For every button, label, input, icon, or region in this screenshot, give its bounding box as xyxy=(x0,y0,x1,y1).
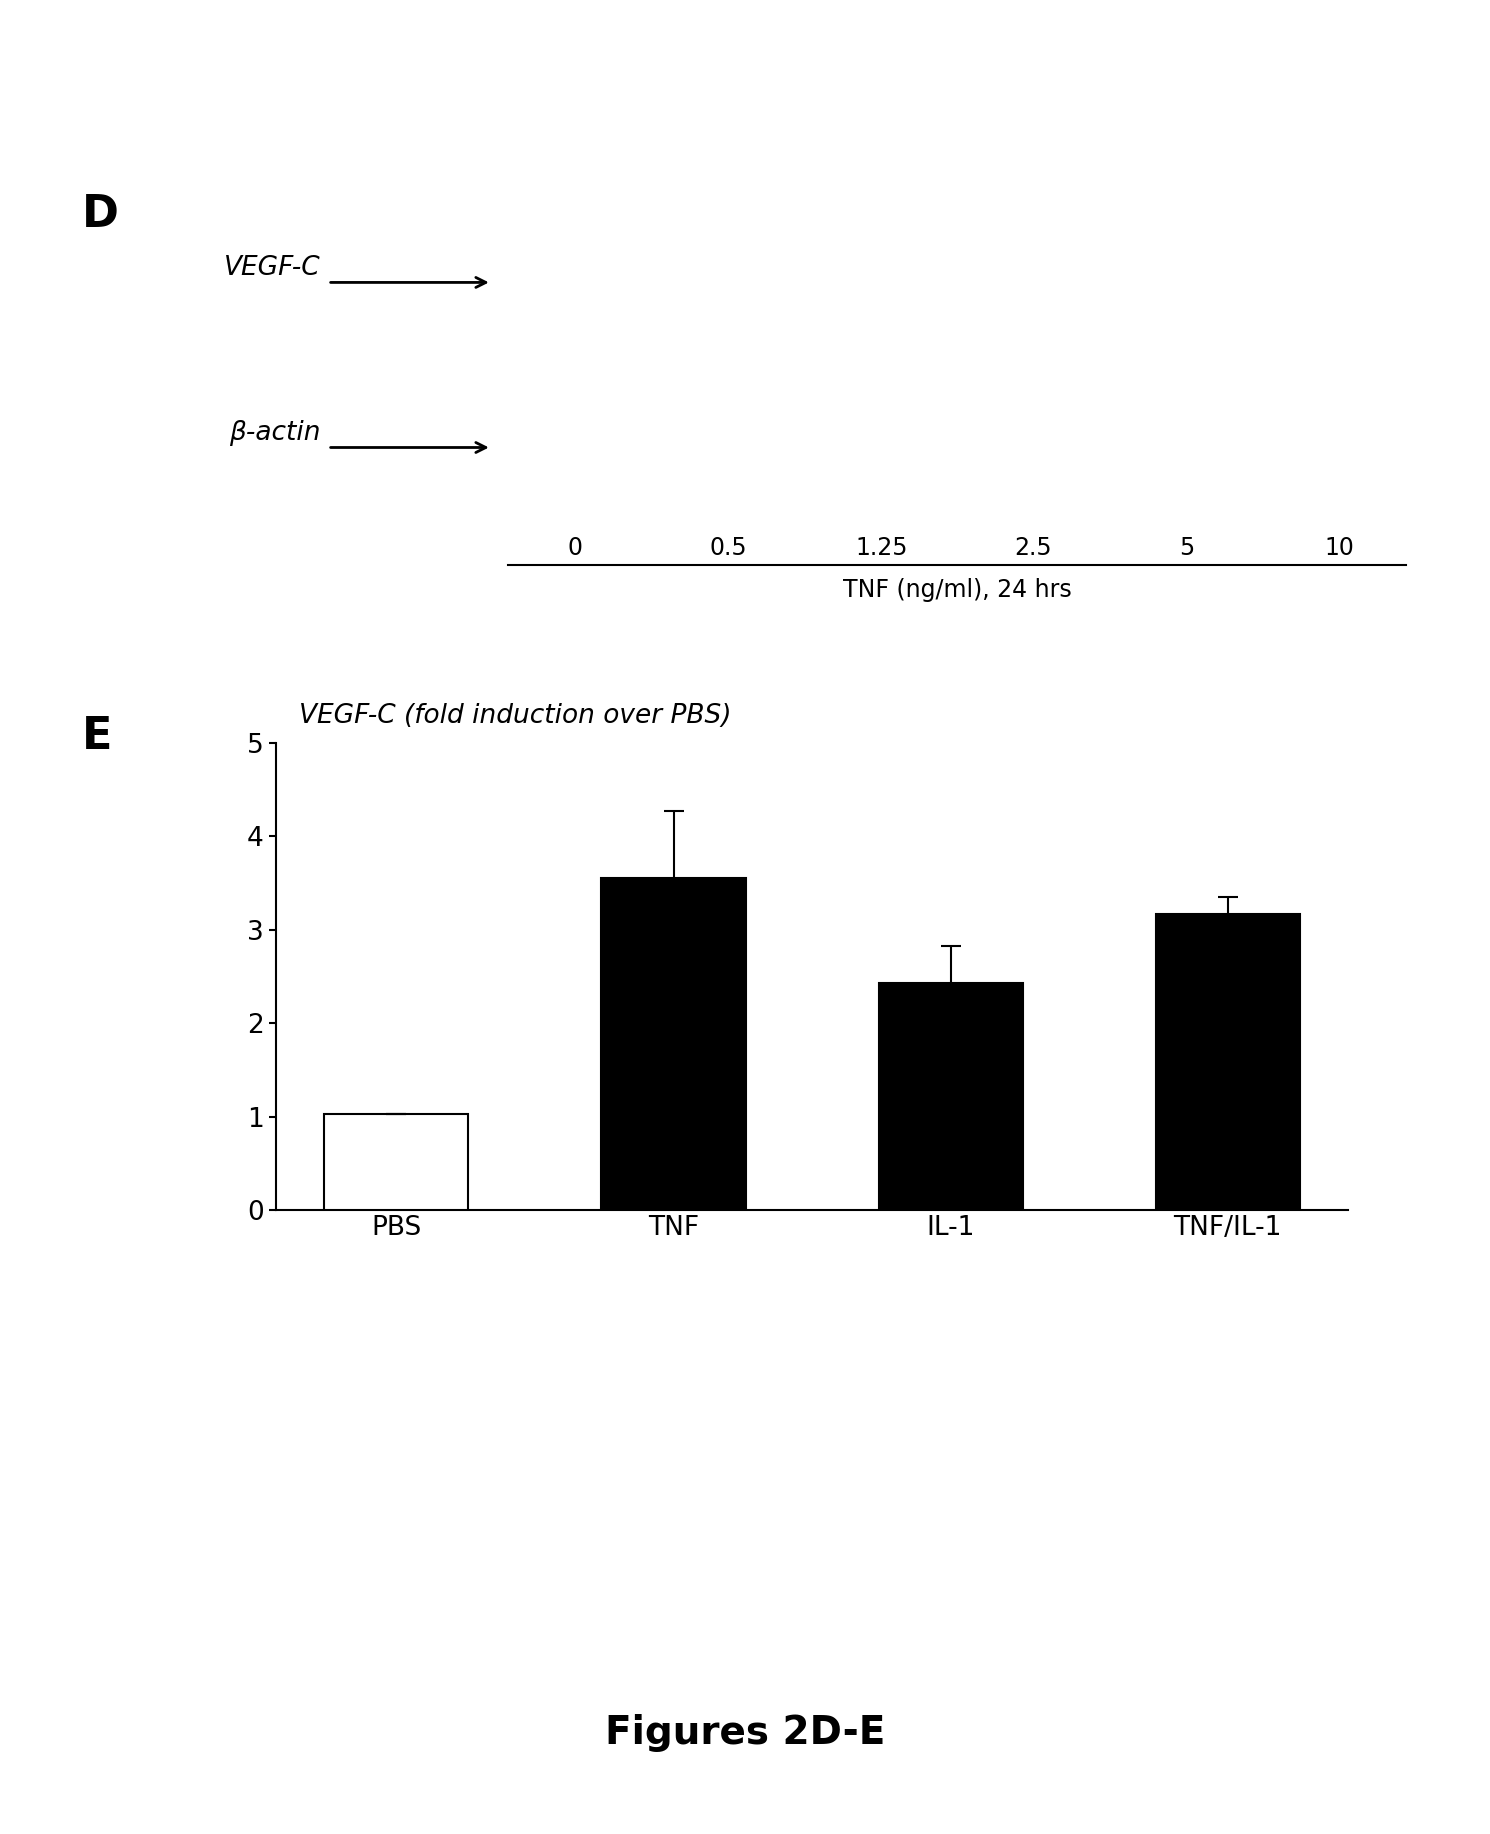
FancyBboxPatch shape xyxy=(1016,405,1357,490)
Text: 10: 10 xyxy=(1325,537,1354,561)
Text: E: E xyxy=(82,715,112,757)
FancyBboxPatch shape xyxy=(1058,251,1316,314)
Bar xyxy=(602,878,745,1210)
FancyBboxPatch shape xyxy=(422,409,730,486)
FancyBboxPatch shape xyxy=(863,405,1204,490)
FancyBboxPatch shape xyxy=(706,403,1056,492)
Text: TNF (ng/ml), 24 hrs: TNF (ng/ml), 24 hrs xyxy=(843,578,1071,602)
Text: 2.5: 2.5 xyxy=(1015,537,1052,561)
Text: 1.25: 1.25 xyxy=(855,537,907,561)
FancyBboxPatch shape xyxy=(1174,407,1490,488)
Text: Figures 2D-E: Figures 2D-E xyxy=(605,1715,885,1751)
Bar xyxy=(879,983,1022,1210)
Text: 0: 0 xyxy=(568,537,583,561)
Text: 0.5: 0.5 xyxy=(709,537,746,561)
FancyBboxPatch shape xyxy=(605,253,852,312)
Text: 5: 5 xyxy=(1179,537,1193,561)
Text: VEGF-C (fold induction over PBS): VEGF-C (fold induction over PBS) xyxy=(299,702,732,728)
FancyBboxPatch shape xyxy=(746,251,1016,314)
Text: VEGF-C: VEGF-C xyxy=(224,255,320,281)
Text: β-actin: β-actin xyxy=(229,420,320,446)
FancyBboxPatch shape xyxy=(898,249,1168,315)
FancyBboxPatch shape xyxy=(563,407,893,488)
Bar xyxy=(1156,913,1299,1210)
FancyBboxPatch shape xyxy=(1205,251,1474,314)
FancyBboxPatch shape xyxy=(472,259,678,306)
Bar xyxy=(325,1113,468,1210)
Text: D: D xyxy=(82,193,119,235)
